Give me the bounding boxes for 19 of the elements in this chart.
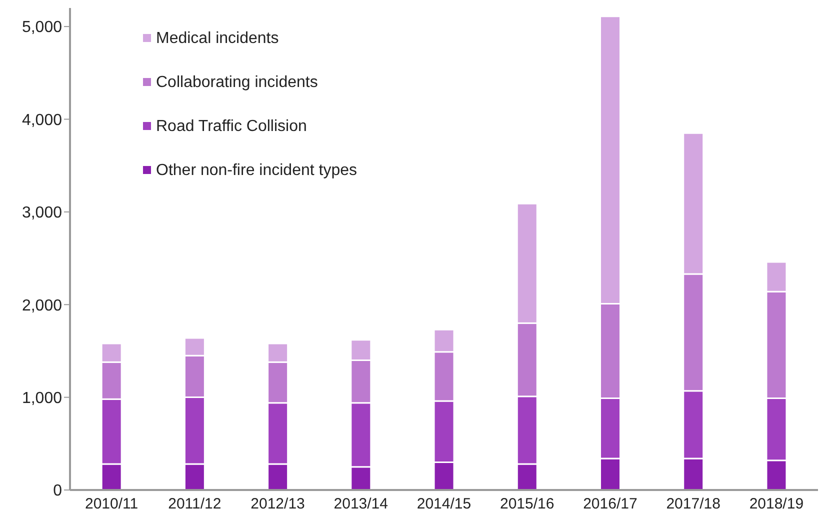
y-tick-label: 1,000	[22, 390, 62, 407]
x-tick-label: 2010/11	[85, 496, 138, 513]
x-tick-label: 2013/14	[334, 496, 388, 513]
y-tick-label: 4,000	[22, 112, 62, 129]
x-tick-label: 2016/17	[583, 496, 638, 513]
x-tick-label: 2012/13	[250, 496, 305, 513]
legend-label: Medical incidents	[156, 29, 279, 49]
x-tick-label: 2018/19	[749, 496, 804, 513]
legend-label: Collaborating incidents	[156, 73, 318, 93]
legend-label: Other non-fire incident types	[156, 161, 357, 181]
x-tick-label: 2014/15	[416, 496, 472, 513]
y-tick-label: 3,000	[22, 204, 62, 222]
x-tick-label: 2015/16	[500, 496, 554, 513]
x-tick-label: 2017/18	[666, 496, 720, 513]
y-tick-label: 5,000	[22, 19, 62, 36]
y-tick-label: 0	[53, 482, 62, 500]
x-tick-label: 2011/12	[168, 496, 222, 513]
legend-label: Road Traffic Collision	[156, 117, 307, 137]
y-tick-label: 2,000	[22, 297, 62, 314]
